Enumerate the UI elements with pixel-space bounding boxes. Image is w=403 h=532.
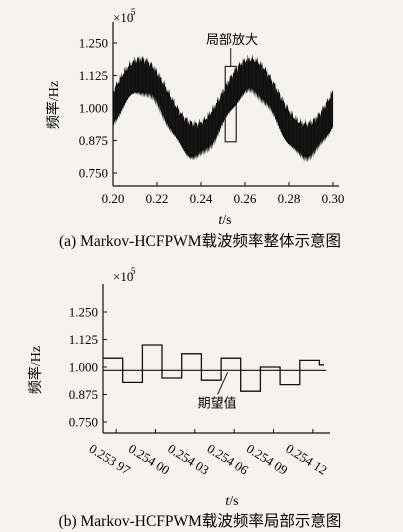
chart-a-xlabel: t/s [218, 213, 231, 228]
chart-b-ylabel: 频率/Hz [27, 346, 44, 394]
chart-b-x-ticks: 0.253 970.254 000.254 030.254 060.254 09… [87, 429, 330, 478]
chart-a-y-tick-label: 1.125 [79, 68, 108, 83]
chart-b-multiplier-exp: 5 [131, 266, 136, 276]
chart-a: ×10 5 频率/Hz 1.250 1.125 1.000 0.875 0.750 0.… [45, 7, 344, 250]
chart-b-xlabel-unit: /s [229, 494, 238, 509]
chart-a-y-ticks: 1.250 1.125 1.000 0.875 0.750 [79, 36, 117, 181]
chart-a-signal-texture [112, 61, 334, 155]
chart-a-multiplier: ×10 [113, 10, 133, 25]
chart-b-y-ticks: 1.250 1.125 1.000 0.875 0.750 [69, 305, 107, 430]
chart-a-x-ticks: 0.20 0.22 0.24 0.26 0.28 0.30 [102, 182, 345, 206]
chart-a-y-tick-label: 1.250 [79, 36, 108, 51]
chart-a-x-tick-label: 0.30 [322, 191, 345, 206]
chart-b-y-tick-label: 0.750 [69, 415, 98, 430]
chart-b-caption: (b) Markov-HCFPWM载波频率局部示意图 [59, 511, 342, 530]
chart-a-xlabel-var: t [218, 213, 223, 228]
chart-b: ×10 5 频率/Hz 1.250 1.125 1.000 0.875 0.750 0.… [27, 266, 341, 530]
chart-a-x-tick-label: 0.28 [278, 191, 301, 206]
chart-b-x-tick-label: 0.254 06 [205, 441, 252, 478]
chart-a-y-tick-label: 0.875 [79, 133, 108, 148]
chart-a-y-tick-label: 1.000 [79, 101, 108, 116]
chart-b-x-tick-label: 0.254 03 [165, 441, 212, 478]
chart-b-x-tick-label: 0.253 97 [87, 441, 134, 478]
chart-a-x-tick-label: 0.22 [146, 191, 169, 206]
chart-b-step-series [103, 344, 324, 392]
chart-b-x-tick-label: 0.254 12 [283, 441, 330, 478]
chart-b-expected-label: 期望值 [198, 395, 237, 410]
chart-b-xlabel: t/s [225, 494, 238, 509]
chart-a-x-tick-label: 0.26 [234, 191, 257, 206]
chart-a-y-tick-label: 0.750 [79, 166, 108, 181]
chart-b-xlabel-var: t [225, 494, 230, 509]
chart-a-multiplier-exp: 5 [131, 7, 136, 17]
chart-a-xlabel-unit: /s [222, 213, 231, 228]
chart-a-x-tick-label: 0.24 [190, 191, 213, 206]
chart-b-y-tick-label: 1.250 [69, 305, 98, 320]
chart-a-annotation-label: 局部放大 [206, 32, 258, 47]
chart-b-multiplier: ×10 [113, 269, 133, 284]
chart-b-y-tick-label: 1.125 [69, 332, 98, 347]
chart-a-x-tick-label: 0.20 [102, 191, 125, 206]
chart-b-annotation-leader [217, 372, 229, 395]
chart-b-x-tick-label: 0.254 09 [244, 441, 291, 478]
chart-a-ylabel: 频率/Hz [45, 81, 62, 129]
chart-b-y-tick-label: 1.000 [69, 360, 98, 375]
chart-a-caption: (a) Markov-HCFPWM载波频率整体示意图 [59, 231, 341, 250]
chart-b-y-tick-label: 0.875 [69, 387, 98, 402]
chart-b-x-tick-label: 0.254 00 [126, 441, 173, 478]
